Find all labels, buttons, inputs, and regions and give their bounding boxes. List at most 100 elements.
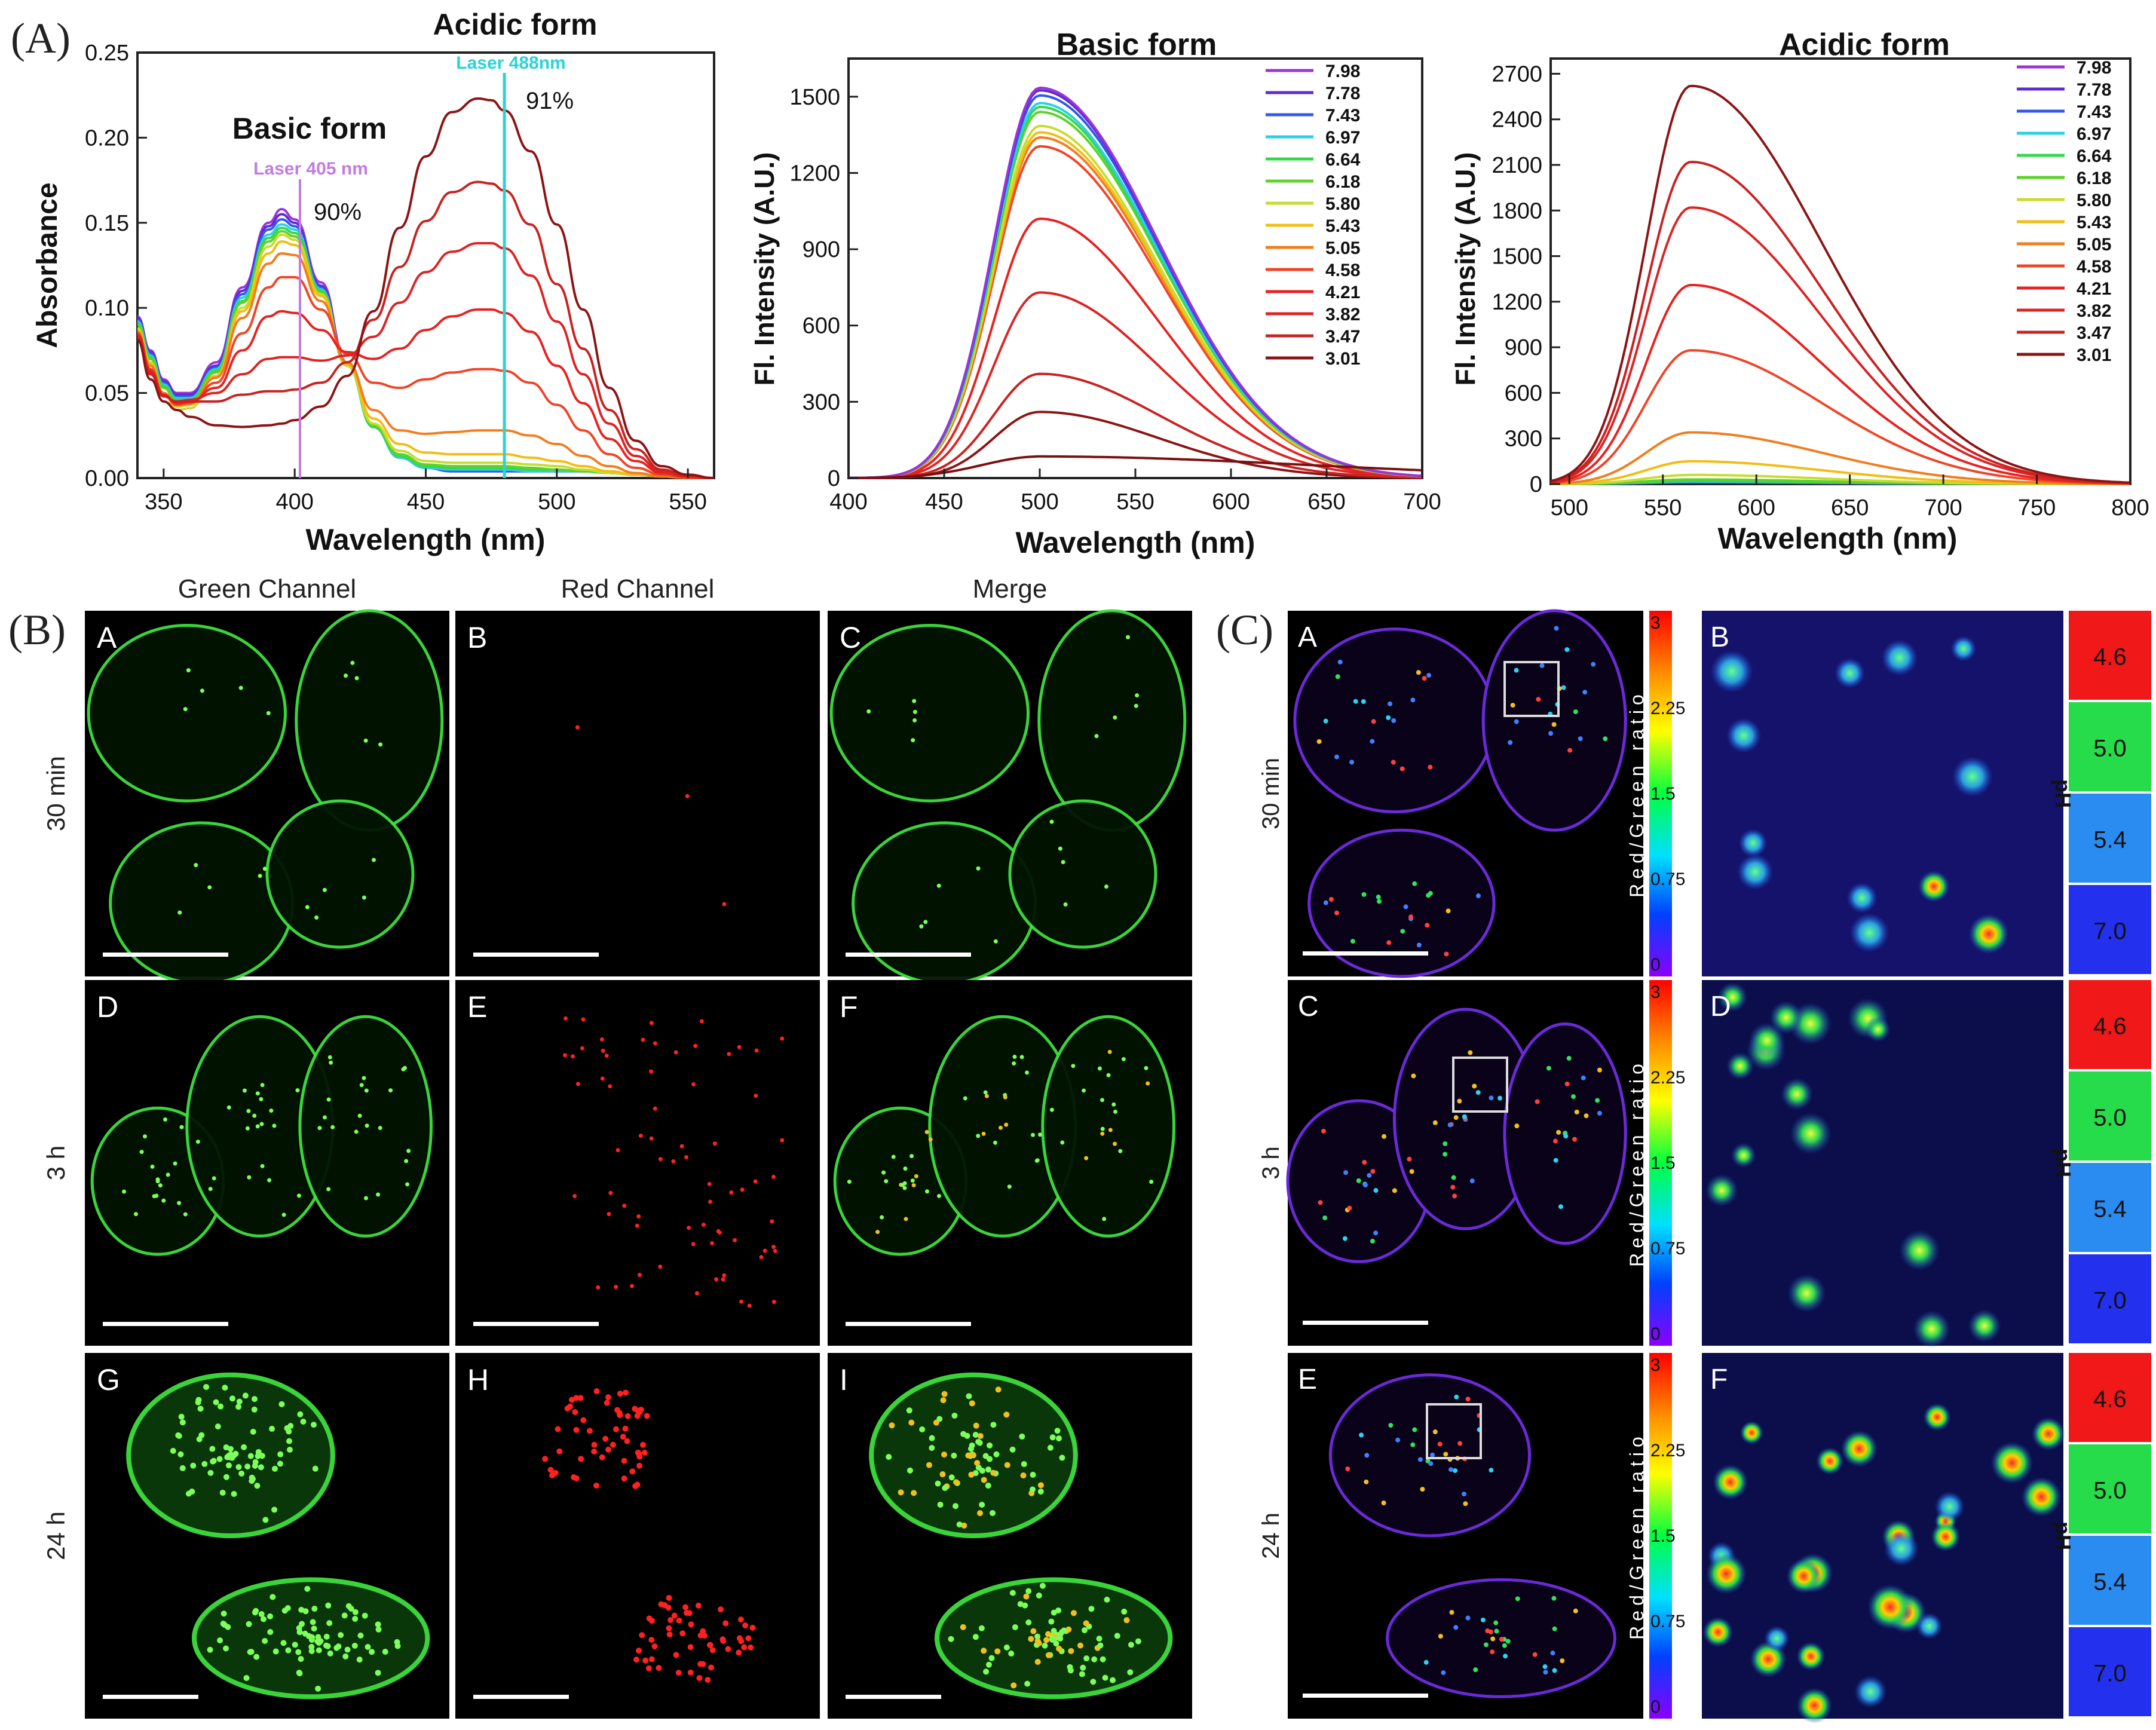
fluorescent-dot [315,1685,321,1692]
red-dot [601,1048,605,1053]
ratio-dot [1532,1652,1538,1657]
lysosome-spot [1923,1403,1951,1431]
lysosome-spot [1816,1447,1844,1475]
red-dot [608,1190,613,1195]
fluorescent-dot [200,688,204,693]
ratio-dot [1361,892,1367,897]
fluorescent-dot [990,1422,997,1428]
colorbar-tick: 0.75 [1650,1612,1685,1631]
red-dot [673,1652,679,1658]
red-dot [580,1046,584,1051]
row-label: 3 h [1258,1146,1284,1180]
fluorescent-dot [259,1097,264,1101]
fluorescent-dot [220,1610,227,1617]
zoom-box [1426,1403,1482,1459]
y-tick-label: 900 [1505,335,1542,360]
red-dot [679,1144,684,1149]
red-dot [687,1644,694,1651]
ratio-cell-outline [1328,1373,1532,1538]
red-dot [572,1193,577,1198]
fluorescent-dot [1049,1434,1056,1441]
fluorescent-dot [1049,1107,1054,1112]
red-dot [622,1204,627,1208]
fluorescent-dot [310,1422,317,1428]
ratio-dot [1386,940,1392,945]
ratio-dot [1428,1461,1434,1466]
fluorescent-dot [983,1090,988,1095]
ratio-dot [1454,1394,1459,1400]
fluorescent-dot [255,1091,260,1096]
micrograph-bg [455,980,820,1346]
fluorescent-dot [308,1637,315,1643]
fluorescent-dot [1042,1642,1048,1649]
fluorescent-dot [909,1154,914,1159]
fluorescent-dot [929,1435,935,1441]
ratio-dot [1591,662,1596,667]
fluorescent-dot [299,1621,305,1627]
red-dot [575,1082,580,1086]
ph-scale: 4.6 5.0 5.4 7.0 pH [2051,611,2151,974]
lysosome-spot [2031,1417,2065,1451]
y-tick-label: 0.00 [85,466,129,491]
fluorescent-dot [326,1187,331,1192]
red-dot [729,1190,734,1195]
lysosome-spot [1717,982,1748,1012]
lysosome-spot [1726,1052,1754,1080]
red-dot [573,1395,580,1401]
legend-label: 7.98 [1325,62,1360,81]
red-dot [686,1610,693,1616]
ratio-dot [1548,731,1554,736]
red-dot [648,1618,655,1624]
ratio-dot [1412,1427,1417,1432]
fluorescent-dot [1028,1636,1034,1642]
ratio-dot [1416,670,1421,675]
fluorescent-dot [281,1212,286,1217]
colorbar-tick: 2.25 [1650,1068,1685,1088]
fluorescent-dot [259,1453,265,1459]
legend-label: 5.05 [1325,238,1360,258]
fluorescent-dot [1104,884,1108,889]
legend-label: 4.21 [2077,279,2111,299]
red-dot [591,1449,598,1455]
fluorescent-dot [286,1428,292,1435]
fluorescent-dot [152,1194,157,1199]
fluorescent-dot [969,1442,975,1449]
fluorescent-dot [354,676,359,681]
fluorescent-dot [1034,1638,1041,1645]
fluorescent-dot [260,1163,265,1168]
red-dot [610,1441,616,1448]
fluorescent-dot [1113,715,1117,720]
fluorescent-dot [262,1517,269,1523]
abs-series-4.58 [137,275,714,479]
ratio-dot [1563,1134,1569,1139]
ratio-dot [1361,699,1366,704]
fluorescent-dot [933,1419,939,1426]
fluorescent-dot [985,1483,991,1489]
fluorescent-dot [342,1653,349,1659]
red-dot [712,1141,717,1146]
ratio-dot [1382,1134,1387,1139]
fluorescent-dot [317,1126,322,1131]
fluorescent-dot [960,1431,967,1437]
fluorescent-dot [1114,1633,1120,1639]
colorbar-gradient [1649,980,1672,1346]
ratio-dot [1449,1610,1454,1615]
fluorescent-dot [229,1395,236,1402]
ph-value: 5.4 [2093,1569,2127,1596]
legend-label: 6.64 [2077,146,2112,166]
fluorescent-dot [326,1097,331,1102]
lysosome-spot [1710,650,1753,693]
fluorescent-dot [1096,1636,1102,1642]
fluorescent-dot [937,1501,944,1508]
legend-label: 5.43 [2077,213,2111,232]
lysosome-spot [1780,1077,1814,1110]
fluorescent-dot [948,1474,955,1481]
fluorescent-dot [1053,1640,1059,1647]
legend-label: 4.21 [1325,283,1360,302]
fluorescent-dot [286,1438,293,1444]
fluorescent-dot [1079,1671,1085,1677]
ratio-dot [1416,942,1422,948]
fluorescent-dot [250,1428,256,1435]
fluorescent-dot [1030,1471,1036,1478]
fluorescent-dot [1100,1126,1105,1131]
